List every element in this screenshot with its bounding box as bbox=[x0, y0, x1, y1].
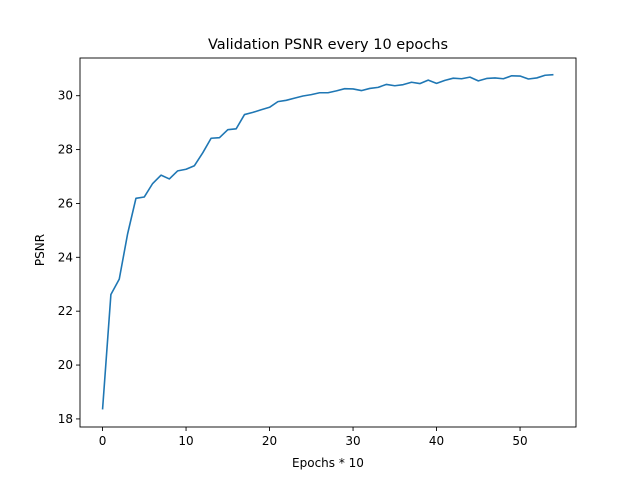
plot-area bbox=[101, 73, 554, 410]
psnr-series-line bbox=[101, 73, 554, 410]
x-tick-label: 0 bbox=[99, 434, 107, 448]
x-tick-label: 10 bbox=[178, 434, 193, 448]
y-tick-label: 22 bbox=[58, 304, 73, 318]
y-tick-label: 28 bbox=[58, 143, 73, 157]
y-axis-label: PSNR bbox=[33, 234, 47, 266]
x-axis-ticks: 0 10 20 30 40 50 bbox=[99, 427, 528, 448]
x-tick-label: 40 bbox=[429, 434, 444, 448]
x-axis-label: Epochs * 10 bbox=[292, 456, 364, 470]
y-tick-label: 24 bbox=[58, 250, 73, 264]
y-axis-ticks: 18 20 22 24 26 28 30 bbox=[58, 89, 80, 426]
x-tick-label: 30 bbox=[345, 434, 360, 448]
x-tick-label: 20 bbox=[262, 434, 277, 448]
y-tick-label: 18 bbox=[58, 412, 73, 426]
y-tick-label: 26 bbox=[58, 196, 73, 210]
y-tick-label: 30 bbox=[58, 89, 73, 103]
x-tick-label: 50 bbox=[512, 434, 527, 448]
plot-frame bbox=[79, 57, 577, 428]
chart-title: Validation PSNR every 10 epochs bbox=[208, 37, 448, 53]
y-tick-label: 20 bbox=[58, 358, 73, 372]
